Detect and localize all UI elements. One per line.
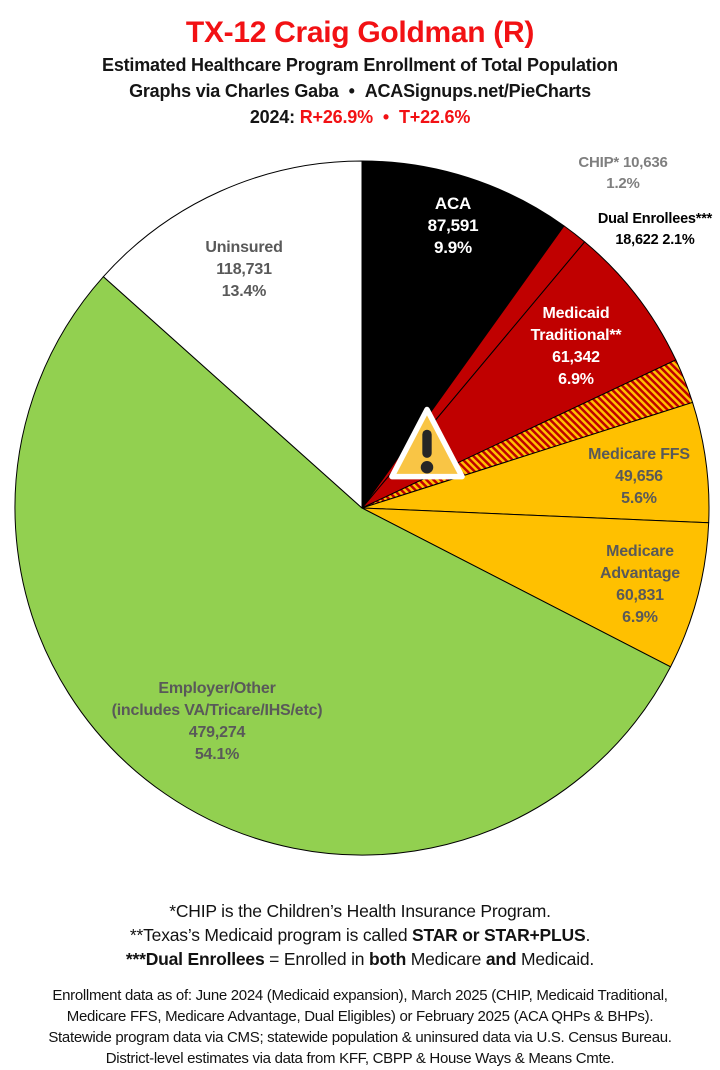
credit-site: ACASignups.net/PieCharts (364, 81, 591, 101)
slice-label-medicaid: Medicaid Traditional** 61,342 6.9% (531, 303, 622, 391)
slice-label-line: Medicare (606, 543, 674, 560)
slice-label-employer: Employer/Other (includes VA/Tricare/IHS/e… (112, 678, 323, 766)
lean-year: 2024: (249, 107, 295, 127)
exclamation-bar (422, 429, 432, 458)
slice-label-line: 13.4% (221, 283, 267, 300)
footnotes: *CHIP is the Children’s Health Insurance… (0, 899, 720, 971)
pie-chart-svg (14, 160, 710, 856)
subtitle: Estimated Healthcare Program Enrollment … (102, 55, 618, 75)
footnote-line: ***Dual Enrollees = Enrolled in both Med… (125, 949, 595, 969)
footnote-line: *CHIP is the Children’s Health Insurance… (169, 901, 551, 921)
slice-label-line: Advantage (600, 565, 680, 582)
slice-label-line: Uninsured (205, 239, 283, 256)
slice-label-line: ACA (434, 194, 472, 213)
slice-label-line: 54.1% (194, 746, 240, 763)
bullet-separator: • (348, 81, 355, 101)
slice-label-line: Dual Enrollees*** (597, 211, 713, 227)
source-line: Statewide program data via CMS; statewid… (48, 1029, 672, 1046)
slice-label-line: Medicaid (542, 305, 610, 322)
slice-label-line: (includes VA/Tricare/IHS/etc) (111, 702, 323, 719)
page-title: TX-12 Craig Goldman (R) (185, 16, 535, 49)
pie-slice-aca (361, 160, 565, 509)
source-line: Enrollment data as of: June 2024 (Medica… (52, 987, 668, 1004)
slice-label-dual: Dual Enrollees*** 18,622 2.1% (598, 209, 712, 251)
pie-slice-advantage (361, 507, 710, 668)
pie-slice-employer (14, 276, 672, 856)
slice-label-line: Medicare FFS (588, 446, 690, 463)
pie-slice-uninsured (102, 160, 363, 509)
slice-label-line: 49,656 (615, 468, 663, 485)
lean-r-value: R+26.9% (299, 107, 373, 127)
pie-chart (0, 140, 720, 880)
bullet-separator: • (382, 107, 389, 127)
credit-text: Graphs via Charles Gaba (129, 81, 339, 101)
warning-triangle-icon (389, 406, 465, 480)
slice-label-line: 18,622 2.1% (615, 232, 695, 248)
slice-label-line: 60,831 (616, 587, 664, 604)
slice-label-line: 6.9% (558, 371, 594, 388)
slice-label-line: 61,342 (552, 349, 600, 366)
source-notes: Enrollment data as of: June 2024 (Medica… (0, 985, 720, 1069)
slice-label-line: Traditional** (530, 327, 622, 344)
slice-label-advantage: Medicare Advantage 60,831 6.9% (600, 541, 680, 629)
lean-t-value: T+22.6% (398, 107, 471, 127)
slice-label-line: 118,731 (216, 261, 272, 278)
slice-label-line: 1.2% (606, 175, 640, 192)
exclamation-dot (420, 460, 434, 474)
slice-label-aca: ACA 87,591 9.9% (428, 193, 479, 259)
slice-label-line: CHIP* 10,636 (578, 154, 668, 171)
slice-label-line: 479,274 (188, 724, 246, 741)
slice-label-line: 5.6% (621, 490, 657, 507)
source-line: Medicare FFS, Medicare Advantage, Dual E… (66, 1008, 654, 1025)
slice-label-chip: CHIP* 10,636 1.2% (578, 152, 668, 194)
slice-label-ffs: Medicare FFS 49,656 5.6% (588, 444, 690, 510)
slice-label-line: 87,591 (427, 216, 479, 235)
credit-line: Graphs via Charles Gaba • ACASignups.net/P… (0, 78, 720, 104)
slice-label-line: 9.9% (434, 238, 472, 257)
partisan-lean-line: 2024: R+26.9% • T+22.6% (0, 104, 720, 130)
slice-label-uninsured: Uninsured 118,731 13.4% (205, 237, 283, 303)
source-line: District-level estimates via data from K… (105, 1050, 615, 1067)
slice-label-line: 6.9% (622, 609, 658, 626)
footnote-line: **Texas’s Medicaid program is called STA… (129, 925, 591, 945)
slice-label-line: Employer/Other (158, 680, 276, 697)
header: TX-12 Craig Goldman (R) Estimated Health… (0, 0, 720, 130)
